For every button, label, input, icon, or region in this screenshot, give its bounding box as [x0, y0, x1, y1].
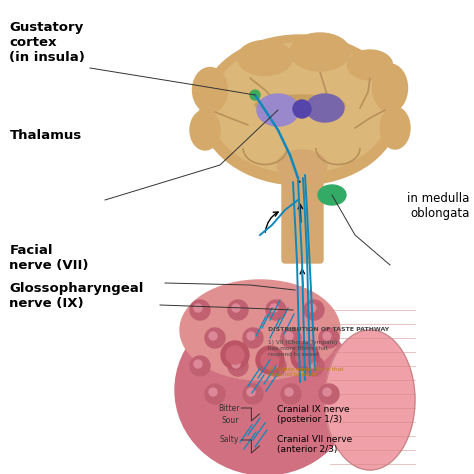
- Circle shape: [296, 348, 314, 366]
- Text: 1) VII (Chorda Tympani)
has more fibers that
respond to sweet: 1) VII (Chorda Tympani) has more fibers …: [268, 340, 337, 357]
- Ellipse shape: [380, 107, 410, 149]
- Ellipse shape: [237, 40, 292, 75]
- Circle shape: [194, 304, 202, 312]
- Circle shape: [323, 388, 331, 396]
- Circle shape: [266, 300, 286, 320]
- Circle shape: [270, 304, 278, 312]
- FancyBboxPatch shape: [282, 157, 323, 263]
- Circle shape: [281, 328, 301, 348]
- Text: Salty: Salty: [220, 436, 239, 444]
- Text: Gustatory
cortex
(in insula): Gustatory cortex (in insula): [9, 21, 85, 64]
- Ellipse shape: [325, 330, 415, 470]
- Circle shape: [308, 360, 316, 368]
- Circle shape: [221, 341, 249, 369]
- Circle shape: [226, 346, 244, 364]
- Circle shape: [247, 332, 255, 340]
- Ellipse shape: [200, 35, 400, 185]
- Ellipse shape: [190, 110, 220, 150]
- Text: Glossopharyngeal
nerve (IX): Glossopharyngeal nerve (IX): [9, 282, 144, 310]
- Ellipse shape: [293, 100, 311, 118]
- Text: Bitter: Bitter: [218, 404, 239, 413]
- Ellipse shape: [318, 185, 346, 205]
- Circle shape: [205, 328, 225, 348]
- Circle shape: [243, 328, 263, 348]
- Circle shape: [228, 356, 248, 376]
- Text: DISTRIBUTION OF TASTE PATHWAY: DISTRIBUTION OF TASTE PATHWAY: [268, 327, 389, 332]
- Ellipse shape: [373, 64, 408, 112]
- Text: Sour: Sour: [222, 416, 239, 425]
- Circle shape: [270, 360, 278, 368]
- Circle shape: [209, 332, 217, 340]
- Text: Facial
nerve (VII): Facial nerve (VII): [9, 244, 89, 273]
- Text: 2) IX has more fibers that
respond to bitter: 2) IX has more fibers that respond to bi…: [268, 367, 343, 377]
- Ellipse shape: [210, 43, 390, 173]
- Text: Cranial VII nerve
(anterior 2/3): Cranial VII nerve (anterior 2/3): [277, 435, 353, 454]
- Circle shape: [266, 356, 286, 376]
- Circle shape: [190, 356, 210, 376]
- Ellipse shape: [192, 67, 228, 112]
- Circle shape: [304, 356, 324, 376]
- Ellipse shape: [175, 305, 355, 474]
- Ellipse shape: [257, 94, 299, 126]
- Circle shape: [194, 360, 202, 368]
- Circle shape: [232, 304, 240, 312]
- Circle shape: [228, 300, 248, 320]
- Circle shape: [190, 300, 210, 320]
- Text: Thalamus: Thalamus: [9, 128, 82, 142]
- Ellipse shape: [347, 50, 392, 80]
- Circle shape: [209, 388, 217, 396]
- Circle shape: [250, 90, 260, 100]
- Ellipse shape: [255, 95, 345, 115]
- Circle shape: [205, 384, 225, 404]
- Circle shape: [243, 384, 263, 404]
- Text: Cranial IX nerve
(posterior 1/3): Cranial IX nerve (posterior 1/3): [277, 405, 350, 424]
- Ellipse shape: [180, 280, 340, 380]
- Circle shape: [256, 346, 284, 374]
- Circle shape: [304, 300, 324, 320]
- Circle shape: [247, 388, 255, 396]
- Circle shape: [285, 332, 293, 340]
- Ellipse shape: [277, 150, 327, 180]
- Circle shape: [319, 384, 339, 404]
- Circle shape: [308, 304, 316, 312]
- Circle shape: [285, 388, 293, 396]
- Text: in medulla
oblongata: in medulla oblongata: [407, 192, 469, 220]
- Circle shape: [319, 328, 339, 348]
- Circle shape: [291, 343, 319, 371]
- Circle shape: [281, 384, 301, 404]
- Circle shape: [323, 332, 331, 340]
- Circle shape: [261, 351, 279, 369]
- Circle shape: [232, 360, 240, 368]
- Ellipse shape: [290, 33, 350, 71]
- Ellipse shape: [306, 94, 344, 122]
